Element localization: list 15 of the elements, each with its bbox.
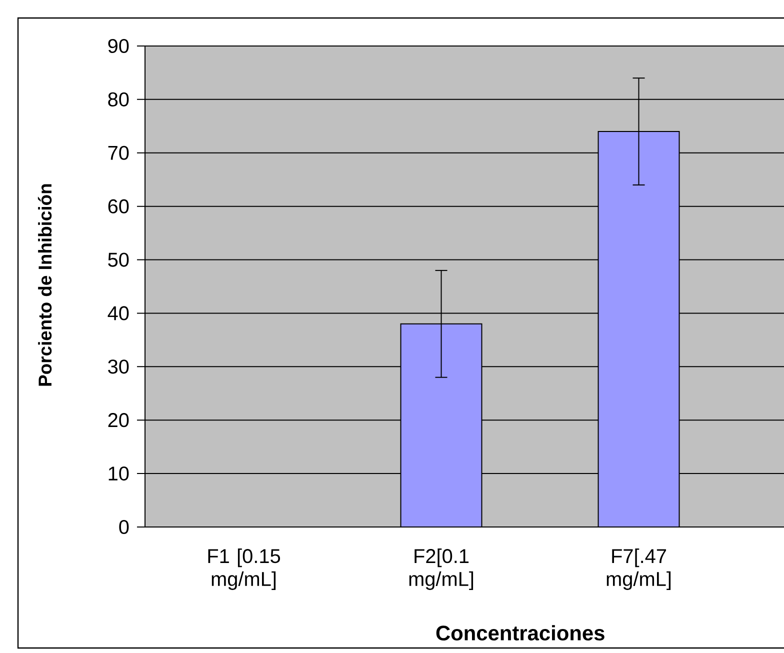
y-tick-label: 50 — [108, 252, 129, 267]
x-tick-label: F2[0.1 mg/mL] — [409, 548, 474, 590]
y-tick-label: 60 — [108, 199, 129, 214]
x-axis-title: Concentraciones — [436, 625, 604, 640]
y-axis-title: Porciento de Inhibición — [38, 184, 52, 386]
y-tick-label: 80 — [108, 92, 129, 106]
x-tick-label: F7[.47 mg/mL] — [606, 548, 671, 590]
y-tick-label: 40 — [108, 306, 129, 320]
y-tick-label: 90 — [108, 38, 129, 54]
y-tick-label: 0 — [119, 520, 129, 534]
y-tick-label: 30 — [108, 360, 129, 374]
x-tick-label: F1 [0.15 mg/mL] — [208, 548, 280, 590]
y-tick-label: 70 — [108, 146, 129, 160]
y-tick-label: 20 — [108, 413, 129, 428]
y-tick-label: 10 — [108, 466, 129, 481]
